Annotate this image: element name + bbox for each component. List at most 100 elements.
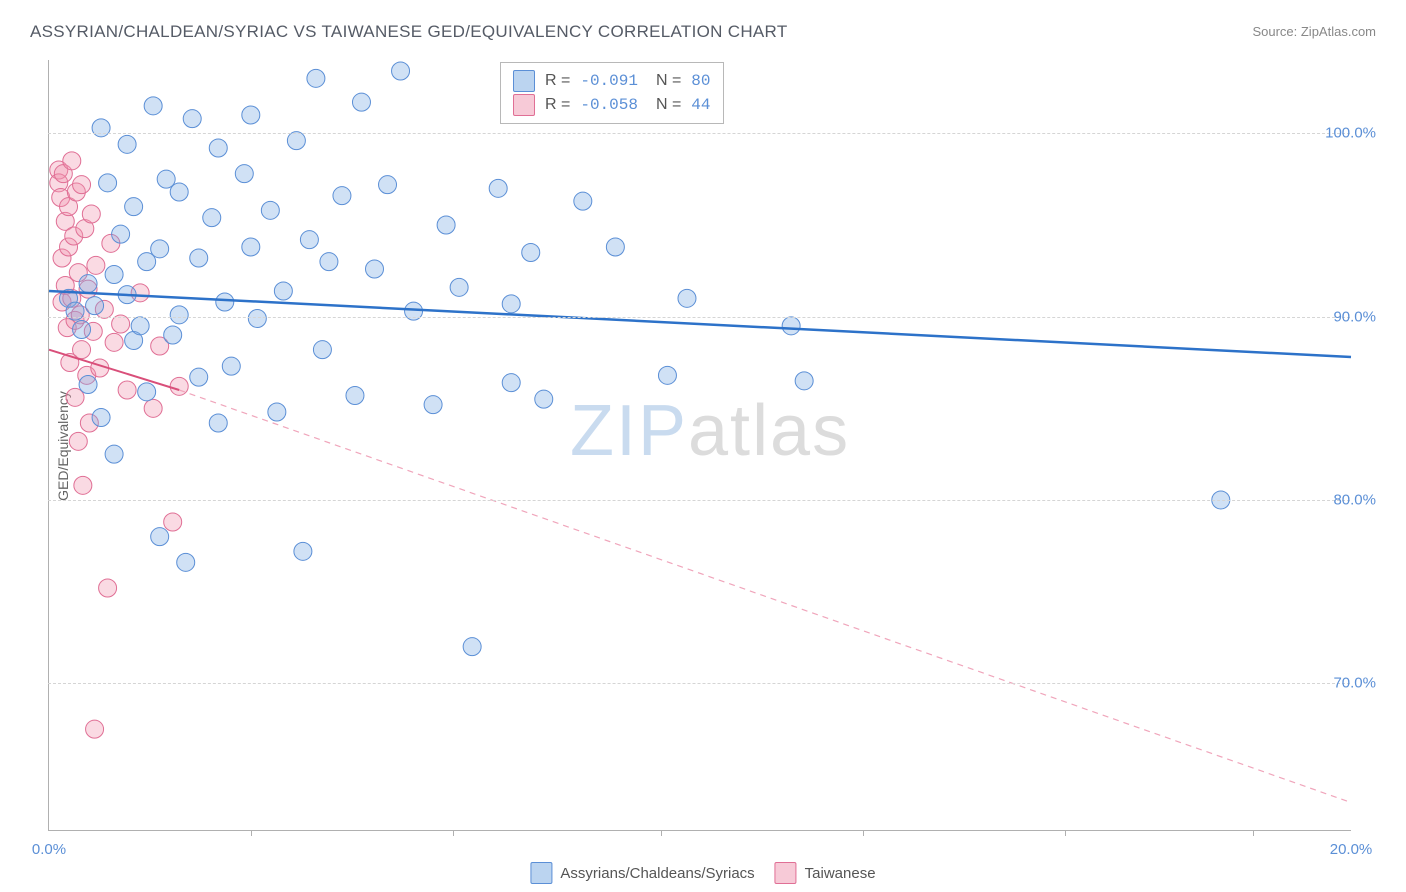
legend-n-label: N = — [656, 96, 681, 114]
legend-swatch — [513, 94, 535, 116]
y-tick-label: 100.0% — [1325, 125, 1376, 142]
scatter-point — [87, 256, 105, 274]
scatter-point — [105, 445, 123, 463]
scatter-point — [164, 513, 182, 531]
scatter-point — [138, 383, 156, 401]
source-attribution: Source: ZipAtlas.com — [1252, 24, 1376, 39]
scatter-point — [352, 93, 370, 111]
scatter-point — [287, 132, 305, 150]
scatter-point — [144, 97, 162, 115]
legend-swatch — [530, 862, 552, 884]
grid-line — [48, 317, 1350, 318]
scatter-point — [125, 198, 143, 216]
scatter-point — [209, 414, 227, 432]
scatter-point — [92, 409, 110, 427]
scatter-point — [73, 176, 91, 194]
legend-n-value: 44 — [691, 96, 710, 114]
scatter-point — [658, 366, 676, 384]
scatter-point — [502, 295, 520, 313]
grid-line — [48, 133, 1350, 134]
scatter-point — [606, 238, 624, 256]
x-tick-mark — [453, 830, 454, 836]
x-tick-mark — [251, 830, 252, 836]
scatter-point — [86, 720, 104, 738]
scatter-point — [190, 368, 208, 386]
scatter-point — [79, 376, 97, 394]
scatter-point — [170, 306, 188, 324]
x-tick-mark — [1065, 830, 1066, 836]
scatter-point — [209, 139, 227, 157]
x-tick-label: 20.0% — [1330, 841, 1373, 858]
scatter-point — [261, 201, 279, 219]
scatter-point — [535, 390, 553, 408]
scatter-point — [63, 152, 81, 170]
scatter-point — [99, 579, 117, 597]
scatter-point — [190, 249, 208, 267]
scatter-point — [294, 542, 312, 560]
scatter-point — [450, 278, 468, 296]
x-tick-mark — [661, 830, 662, 836]
plot-area: 0.0%20.0% — [48, 60, 1351, 831]
legend-series-label: Assyrians/Chaldeans/Syriacs — [560, 865, 754, 882]
scatter-point — [235, 165, 253, 183]
scatter-point — [313, 341, 331, 359]
scatter-point — [105, 333, 123, 351]
scatter-point — [522, 244, 540, 262]
y-tick-label: 80.0% — [1333, 492, 1376, 509]
scatter-point — [274, 282, 292, 300]
scatter-point — [118, 381, 136, 399]
scatter-point — [502, 374, 520, 392]
trend-line — [49, 291, 1351, 357]
legend-n-label: N = — [656, 72, 681, 90]
scatter-point — [82, 205, 100, 223]
scatter-point — [144, 399, 162, 417]
x-tick-mark — [863, 830, 864, 836]
scatter-point — [164, 326, 182, 344]
scatter-point — [73, 341, 91, 359]
scatter-point — [307, 69, 325, 87]
scatter-point — [379, 176, 397, 194]
scatter-point — [242, 238, 260, 256]
scatter-point — [346, 387, 364, 405]
legend-item: Assyrians/Chaldeans/Syriacs — [530, 862, 754, 884]
series-legend: Assyrians/Chaldeans/Syriacs Taiwanese — [530, 862, 875, 884]
scatter-point — [170, 183, 188, 201]
legend-swatch — [513, 70, 535, 92]
legend-swatch — [775, 862, 797, 884]
scatter-point — [74, 476, 92, 494]
scatter-point — [392, 62, 410, 80]
legend-row: R =-0.091N =80 — [513, 69, 711, 93]
scatter-point — [69, 432, 87, 450]
grid-line — [48, 500, 1350, 501]
scatter-point — [151, 240, 169, 258]
scatter-point — [105, 266, 123, 284]
correlation-legend: R =-0.091N =80R =-0.058N =44 — [500, 62, 724, 124]
scatter-point — [79, 275, 97, 293]
grid-line — [48, 683, 1350, 684]
scatter-point — [795, 372, 813, 390]
scatter-point — [678, 289, 696, 307]
scatter-point — [222, 357, 240, 375]
scatter-point — [320, 253, 338, 271]
y-tick-label: 90.0% — [1333, 308, 1376, 325]
scatter-point — [248, 310, 266, 328]
legend-series-label: Taiwanese — [805, 865, 876, 882]
chart-title: ASSYRIAN/CHALDEAN/SYRIAC VS TAIWANESE GE… — [30, 22, 788, 42]
scatter-point — [177, 553, 195, 571]
scatter-point — [112, 225, 130, 243]
scatter-point — [424, 396, 442, 414]
legend-r-label: R = — [545, 96, 570, 114]
scatter-point — [131, 317, 149, 335]
chart-container: ASSYRIAN/CHALDEAN/SYRIAC VS TAIWANESE GE… — [0, 0, 1406, 892]
scatter-point — [782, 317, 800, 335]
scatter-point — [112, 315, 130, 333]
scatter-point — [489, 179, 507, 197]
scatter-point — [99, 174, 117, 192]
scatter-point — [333, 187, 351, 205]
legend-row: R =-0.058N =44 — [513, 93, 711, 117]
scatter-point — [170, 377, 188, 395]
scatter-svg — [49, 60, 1351, 830]
legend-r-label: R = — [545, 72, 570, 90]
trend-line — [179, 390, 1351, 803]
legend-item: Taiwanese — [775, 862, 876, 884]
